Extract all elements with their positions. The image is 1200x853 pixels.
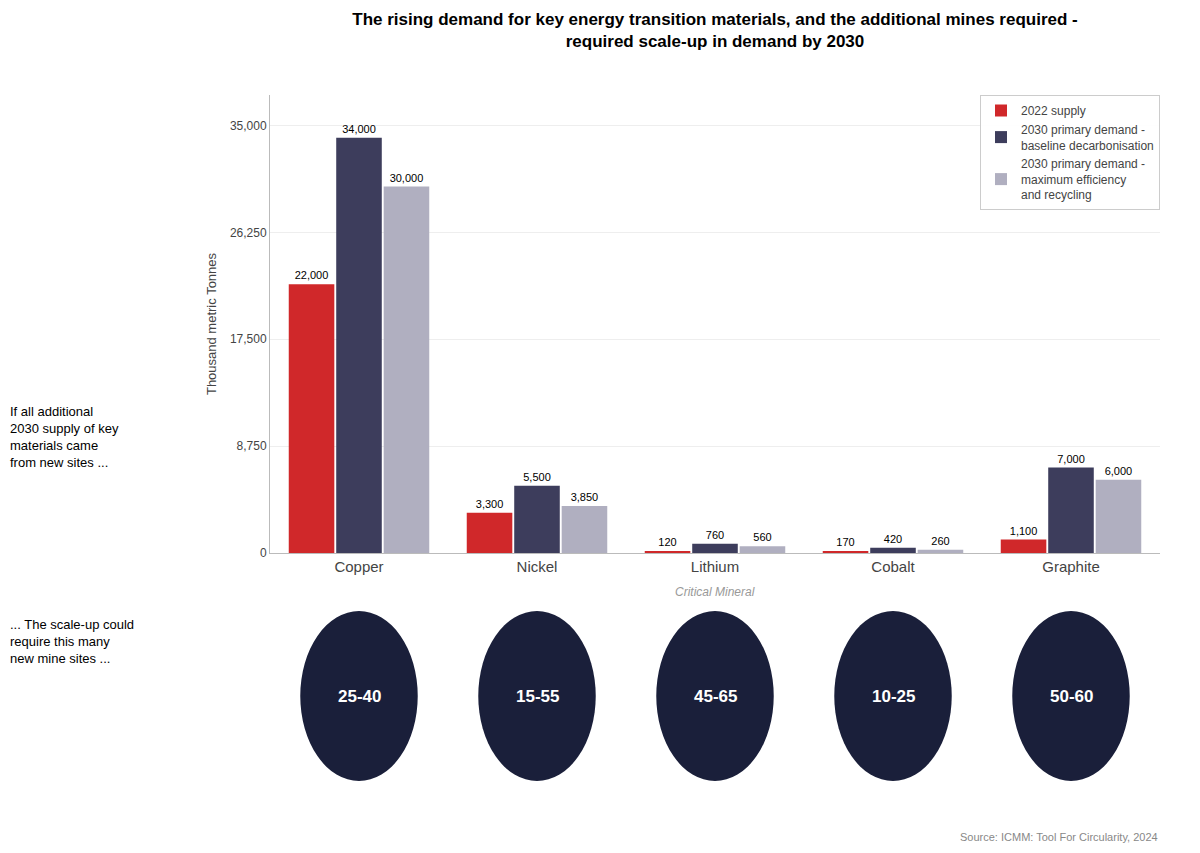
svg-text:Thousand metric Tonnes: Thousand metric Tonnes — [204, 252, 219, 395]
svg-text:Graphite: Graphite — [1042, 558, 1100, 575]
svg-text:8,750: 8,750 — [237, 439, 267, 453]
svg-text:560: 560 — [753, 531, 771, 543]
svg-text:30,000: 30,000 — [390, 172, 424, 184]
svg-text:7,000: 7,000 — [1057, 453, 1085, 465]
svg-text:35,000: 35,000 — [230, 119, 267, 133]
svg-text:3,300: 3,300 — [476, 498, 504, 510]
svg-text:10-25: 10-25 — [872, 687, 915, 706]
svg-text:Nickel: Nickel — [517, 558, 558, 575]
svg-text:1,100: 1,100 — [1010, 525, 1038, 537]
svg-text:260: 260 — [931, 535, 949, 547]
svg-text:34,000: 34,000 — [342, 123, 376, 135]
svg-text:2030 primary demand -maximum e: 2030 primary demand -maximum efficiencya… — [1021, 157, 1145, 202]
svg-text:26,250: 26,250 — [230, 226, 267, 240]
svg-text:Copper: Copper — [334, 558, 383, 575]
svg-text:22,000: 22,000 — [295, 269, 329, 281]
svg-text:2022 supply: 2022 supply — [1021, 104, 1086, 118]
svg-text:50-60: 50-60 — [1050, 687, 1093, 706]
svg-text:15-55: 15-55 — [516, 687, 559, 706]
svg-text:45-65: 45-65 — [694, 687, 737, 706]
svg-text:The rising demand for key ener: The rising demand for key energy transit… — [352, 10, 1078, 51]
svg-text:6,000: 6,000 — [1105, 465, 1133, 477]
svg-text:Lithium: Lithium — [691, 558, 739, 575]
svg-text:Source: ICMM: Tool For Circula: Source: ICMM: Tool For Circularity, 2024 — [960, 831, 1158, 843]
svg-text:25-40: 25-40 — [338, 687, 381, 706]
svg-text:If all additional2030 supply o: If all additional2030 supply of keymater… — [10, 404, 119, 470]
svg-text:760: 760 — [706, 529, 724, 541]
svg-text:2030 primary demand -baseline: 2030 primary demand -baseline decarbonis… — [1021, 123, 1154, 153]
svg-text:0: 0 — [260, 546, 267, 560]
svg-text:17,500: 17,500 — [230, 332, 267, 346]
svg-text:Cobalt: Cobalt — [871, 558, 915, 575]
svg-text:170: 170 — [836, 536, 854, 548]
svg-text:Critical Mineral: Critical Mineral — [675, 585, 755, 599]
svg-text:420: 420 — [884, 533, 902, 545]
svg-text:5,500: 5,500 — [523, 471, 551, 483]
svg-text:... The scale-up couldrequire: ... The scale-up couldrequire this manyn… — [10, 617, 134, 666]
svg-text:3,850: 3,850 — [571, 491, 599, 503]
svg-text:120: 120 — [658, 536, 676, 548]
